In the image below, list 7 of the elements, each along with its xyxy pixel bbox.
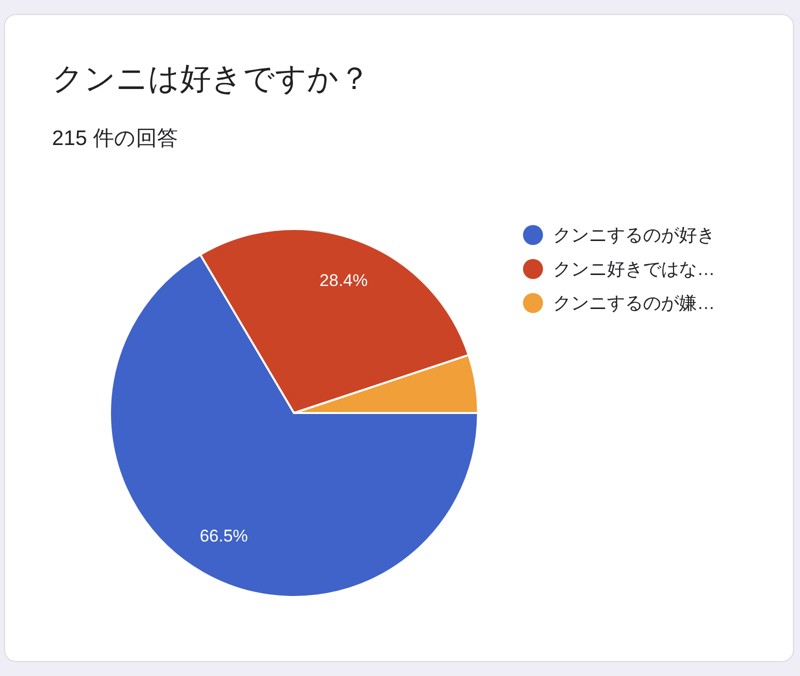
legend-label: クンニするのが好き (553, 224, 715, 247)
legend-label: クンニするのが嫌… (553, 292, 715, 315)
data-label: 66.5% (200, 526, 248, 546)
legend-label: クンニ好きではな… (553, 258, 715, 281)
chart-subtitle: 215 件の回答 (52, 126, 178, 152)
data-label: 28.4% (320, 270, 368, 290)
chart-title: クンニは好きですか？ (52, 60, 370, 98)
